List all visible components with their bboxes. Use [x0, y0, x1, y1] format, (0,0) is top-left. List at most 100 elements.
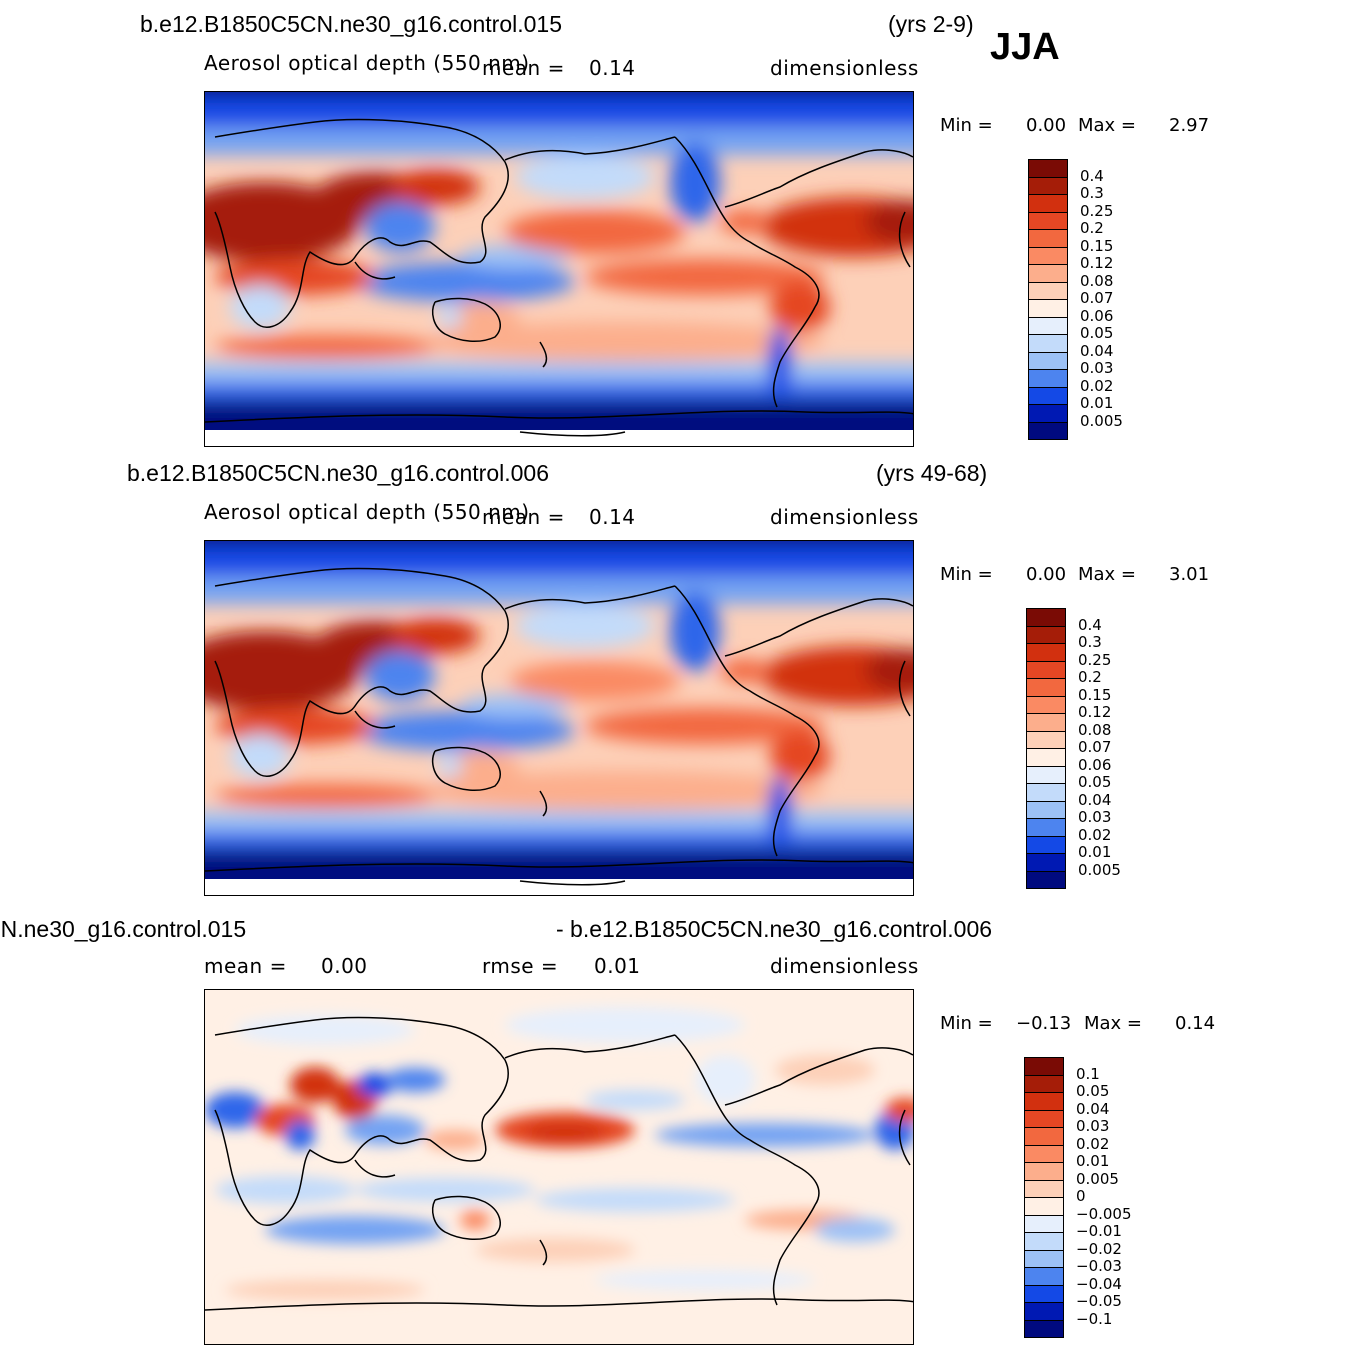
colorbar-tick-label: 0.25 [1080, 201, 1114, 220]
colorbar-tick-label: −0.02 [1076, 1239, 1122, 1258]
colorbar-tick-label: 0.3 [1080, 184, 1104, 202]
colorbar-tick-label: 0.005 [1078, 860, 1121, 879]
panel1-mean-label: mean = [482, 56, 565, 80]
panel1-field [205, 92, 913, 446]
colorbar-tick-label: 0.01 [1080, 394, 1114, 412]
colorbar-swatch [1024, 1267, 1064, 1286]
colorbar-swatch [1024, 1197, 1064, 1216]
colorbar-swatch [1024, 1109, 1064, 1128]
colorbar-swatch [1028, 334, 1068, 353]
colorbar-swatch [1024, 1319, 1064, 1338]
panel3-units: dimensionless [770, 954, 919, 978]
colorbar-swatch [1028, 264, 1068, 283]
colorbar-tick-label: 0.4 [1078, 615, 1102, 634]
colorbar-swatch [1028, 386, 1068, 405]
colorbar-swatch [1026, 643, 1066, 662]
colorbar-swatch [1024, 1302, 1064, 1321]
colorbar-tick-label: −0.005 [1076, 1204, 1132, 1223]
panel1-map-svg [205, 92, 913, 446]
colorbar-swatch [1026, 870, 1066, 889]
panel2-missing-strip [205, 879, 913, 895]
panel2-variable: Aerosol optical depth (550 nm) [204, 500, 530, 524]
colorbar-swatch [1024, 1214, 1064, 1233]
colorbar-tick-label: 0.01 [1076, 1152, 1110, 1170]
colorbar-swatch [1026, 608, 1066, 627]
colorbar-tick-label: −0.01 [1076, 1222, 1122, 1240]
panel3-rmse-value: 0.01 [594, 954, 641, 978]
colorbar-tick-label: 0.08 [1078, 720, 1112, 739]
panel3-max-value: 0.14 [1175, 1013, 1216, 1034]
panel2-colorbar: 0.4 0.3 0.25 0.2 0.15 0.12 0.08 0.07 0.06 0.05 0.0… [1026, 608, 1136, 889]
colorbar-swatch [1026, 625, 1066, 644]
colorbar-swatch [1026, 853, 1066, 872]
colorbar-swatch [1024, 1162, 1064, 1181]
colorbar-swatch [1024, 1232, 1064, 1251]
panel2-min-label: Min = [940, 564, 993, 585]
panel2-years: (yrs 49-68) [876, 460, 988, 486]
colorbar-tick-label: 0.06 [1080, 306, 1114, 325]
panel2-map-svg [205, 541, 913, 895]
colorbar-swatch [1028, 281, 1068, 300]
panel1-colorbar: 0.4 0.3 0.25 0.2 0.15 0.12 0.08 0.07 0.06 0.05 0.0… [1028, 159, 1138, 440]
colorbar-swatch [1026, 730, 1066, 749]
colorbar-tick-label: 0.01 [1078, 843, 1112, 861]
colorbar-tick-label: 0.03 [1076, 1117, 1110, 1135]
colorbar-tick-label: 0.1 [1076, 1064, 1100, 1083]
colorbar-swatch [1028, 229, 1068, 248]
panel2-map [204, 540, 914, 896]
colorbar-tick-label: 0.02 [1076, 1134, 1110, 1153]
colorbar-tick-label: 0.2 [1078, 668, 1102, 686]
colorbar-swatch [1028, 194, 1068, 213]
colorbar-swatch [1024, 1249, 1064, 1268]
colorbar-swatch [1024, 1179, 1064, 1198]
colorbar-tick-label: 0.04 [1078, 790, 1112, 809]
colorbar-tick-label: −0.04 [1076, 1274, 1122, 1293]
colorbar-tick-label: 0.4 [1080, 166, 1104, 185]
panel1-years: (yrs 2-9) [888, 11, 974, 37]
colorbar-tick-label: 0.15 [1078, 685, 1112, 704]
panel2-units: dimensionless [770, 505, 919, 529]
panel3-field [205, 1007, 913, 1300]
colorbar-swatch [1028, 351, 1068, 370]
colorbar-swatch [1028, 246, 1068, 265]
colorbar-swatch [1028, 316, 1068, 335]
colorbar-swatch [1028, 176, 1068, 195]
colorbar-tick-label: 0.05 [1078, 773, 1112, 791]
colorbar-tick-label: 0.03 [1078, 808, 1112, 826]
colorbar-tick-label: −0.05 [1076, 1292, 1122, 1310]
colorbar-swatch [1024, 1144, 1064, 1163]
colorbar-swatch [1026, 835, 1066, 854]
colorbar-tick-label: 0.08 [1080, 271, 1114, 290]
colorbar-swatch [1024, 1074, 1064, 1093]
panel1-map [204, 91, 914, 447]
panel3-case-left: N.ne30_g16.control.015 [0, 916, 247, 942]
colorbar-swatch [1026, 800, 1066, 819]
colorbar-swatch [1024, 1057, 1064, 1076]
colorbar-swatch [1026, 818, 1066, 837]
colorbar-swatch [1024, 1127, 1064, 1146]
colorbar-tick-label: 0.2 [1080, 219, 1104, 237]
colorbar-tick-label: 0.005 [1080, 411, 1123, 430]
panel1-units: dimensionless [770, 56, 919, 80]
panel3-mean-value: 0.00 [321, 954, 368, 978]
colorbar-tick-label: 0.06 [1078, 755, 1112, 774]
season-label: JJA [990, 26, 1060, 68]
colorbar-swatch [1026, 713, 1066, 732]
colorbar-swatch [1028, 211, 1068, 230]
colorbar-tick-label: −0.1 [1076, 1309, 1113, 1328]
colorbar-swatch [1026, 748, 1066, 767]
colorbar-tick-label: 0.25 [1078, 650, 1112, 669]
panel1-mean-value: 0.14 [589, 56, 636, 80]
panel3-map [204, 989, 914, 1345]
panel1-variable: Aerosol optical depth (550 nm) [204, 51, 530, 75]
colorbar-swatch [1028, 404, 1068, 423]
colorbar-tick-label: 0.05 [1076, 1082, 1110, 1100]
panel2-max-value: 3.01 [1169, 564, 1210, 585]
colorbar-swatch [1026, 783, 1066, 802]
colorbar-swatch [1024, 1284, 1064, 1303]
panel2-case-title: b.e12.B1850C5CN.ne30_g16.control.006 [127, 460, 549, 486]
colorbar-tick-label: 0.02 [1080, 376, 1114, 395]
colorbar-swatch [1026, 678, 1066, 697]
colorbar-swatch [1026, 765, 1066, 784]
colorbar-tick-label: 0.04 [1080, 341, 1114, 360]
